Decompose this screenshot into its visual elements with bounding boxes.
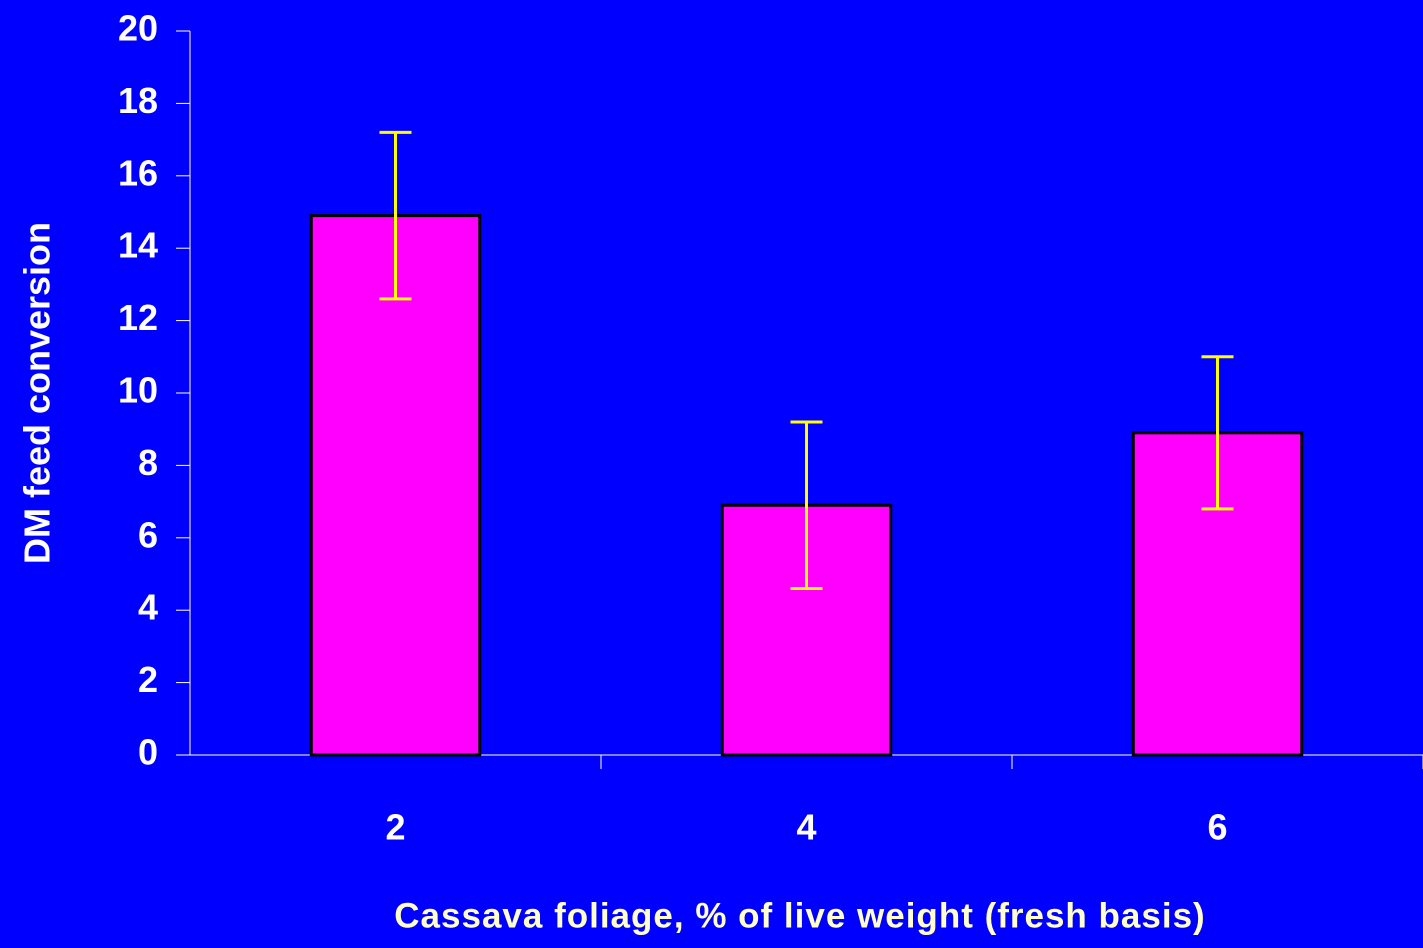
y-tick-label: 14 (118, 225, 158, 266)
x-axis-label: Cassava foliage, % of live weight (fresh… (394, 896, 1205, 935)
y-tick-label: 2 (138, 659, 158, 700)
x-tick-label: 2 (385, 807, 405, 848)
y-tick-label: 20 (118, 8, 158, 49)
x-tick-label: 6 (1207, 807, 1227, 848)
x-tick-label: 4 (796, 807, 816, 848)
y-tick-label: 8 (138, 442, 158, 483)
y-tick-label: 0 (138, 732, 158, 773)
y-axis-label: DM feed conversion (17, 222, 58, 564)
y-tick-label: 16 (118, 152, 158, 193)
error-bar (379, 130, 412, 301)
error-bar (790, 420, 823, 590)
error-bar (1201, 355, 1234, 511)
y-tick-label: 4 (138, 587, 158, 628)
y-tick-label: 10 (118, 370, 158, 411)
y-tick-label: 6 (138, 514, 158, 555)
y-tick-label: 18 (118, 80, 158, 121)
y-tick-label: 12 (118, 297, 158, 338)
